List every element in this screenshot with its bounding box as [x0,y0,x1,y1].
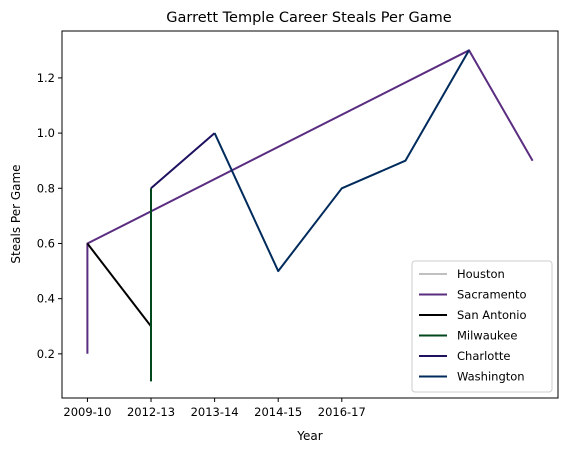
y-tick-label: 0.8 [37,181,55,195]
series-line-sacramento [86,49,534,354]
legend-label: Milwaukee [457,329,517,343]
y-axis: 0.2 0.4 0.6 0.8 1.0 1.2 [37,71,62,361]
y-tick-label: 0.4 [37,292,55,306]
x-tick-label: 2012-13 [127,405,175,419]
x-tick-label: 2013-14 [191,405,239,419]
plot-frame [61,30,559,399]
legend-label: Sacramento [457,288,527,302]
x-tick-label: 2016-17 [318,405,366,419]
series-line-charlotte [150,132,216,190]
y-axis-label: Steals Per Game [9,164,23,263]
legend-label: Washington [457,370,525,384]
y-tick-label: 1.0 [37,126,55,140]
legend-label: San Antonio [457,308,527,322]
x-axis: 2009-10 2012-13 2013-14 2014-15 2016-17 [63,398,366,419]
y-tick-label: 0.6 [37,236,55,250]
legend-label: Houston [457,267,505,281]
series-line-washington [213,49,470,273]
x-tick-label: 2014-15 [254,405,302,419]
legend: Houston Sacramento San Antonio Milwaukee Cha… [411,260,553,393]
x-axis-label: Year [296,429,322,443]
y-tick-label: 1.2 [37,71,55,85]
legend-label: Charlotte [457,349,510,363]
chart-title: Garrett Temple Career Steals Per Game [166,10,451,26]
x-tick-label: 2009-10 [63,405,111,419]
plot-lines [86,49,534,382]
series-line-san-antonio [86,242,152,327]
y-tick-label: 0.2 [37,347,55,361]
